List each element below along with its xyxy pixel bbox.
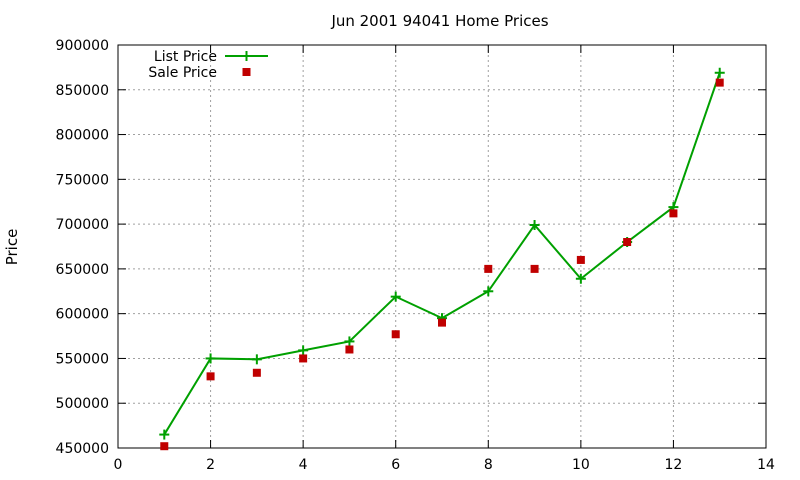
sale-price-point [484, 264, 493, 273]
sale-price-point [252, 368, 261, 377]
x-tick-label: 12 [665, 457, 683, 473]
list-price-point [529, 220, 540, 231]
sale-price-point [160, 442, 169, 451]
x-tick-label: 8 [484, 457, 493, 473]
sale-price-point [576, 255, 585, 264]
x-tick-label: 0 [114, 457, 123, 473]
x-tick-label: 2 [206, 457, 215, 473]
sale-price-point [206, 372, 215, 381]
y-tick-label: 900000 [56, 38, 109, 54]
sale-price-point [345, 345, 354, 354]
axes: 450000 500000 550000 600000 650000 700000 7500… [56, 38, 775, 473]
legend-label: Sale Price [148, 65, 217, 81]
legend-item-sale-price: Sale Price [148, 65, 251, 81]
grid [118, 45, 766, 448]
legend-item-list-price: List Price [154, 49, 268, 65]
list-price-point [390, 291, 401, 302]
y-tick-label: 800000 [56, 128, 109, 144]
series-area [159, 67, 725, 451]
x-tick-label: 6 [391, 457, 400, 473]
list-price-point [159, 429, 170, 440]
y-tick-label: 600000 [56, 307, 109, 323]
y-tick-label: 550000 [56, 351, 109, 367]
list-price-point [298, 345, 309, 356]
y-tick-label: 650000 [56, 262, 109, 278]
list-price-point [575, 273, 586, 284]
sale-price-point [299, 354, 308, 363]
sale-price-point [715, 78, 724, 87]
sale-price-point [669, 209, 678, 218]
sale-price-point [623, 238, 632, 247]
legend-label: List Price [154, 49, 217, 65]
list-price-point [714, 67, 725, 78]
sale-price-point [530, 264, 539, 273]
series-sale-price [160, 78, 724, 451]
list-price-point [205, 353, 216, 364]
list-price-point [483, 286, 494, 297]
y-tick-label: 500000 [56, 396, 109, 412]
y-axis-label: Price [3, 229, 21, 266]
list-price-point [251, 354, 262, 365]
legend-marker [242, 68, 251, 76]
y-tick-label: 850000 [56, 83, 109, 99]
y-tick-label: 700000 [56, 217, 109, 233]
x-tick-label: 4 [299, 457, 308, 473]
y-tick-label: 450000 [56, 441, 109, 457]
plot-border [117, 44, 767, 449]
chart-title: Jun 2001 94041 Home Prices [330, 12, 548, 30]
x-tick-label: 14 [757, 457, 775, 473]
legend-marker [241, 51, 252, 61]
y-tick-label: 750000 [56, 172, 109, 188]
x-tick-label: 10 [572, 457, 590, 473]
sale-price-point [391, 330, 400, 339]
list-price-point [344, 336, 355, 347]
sale-price-point [438, 318, 446, 327]
